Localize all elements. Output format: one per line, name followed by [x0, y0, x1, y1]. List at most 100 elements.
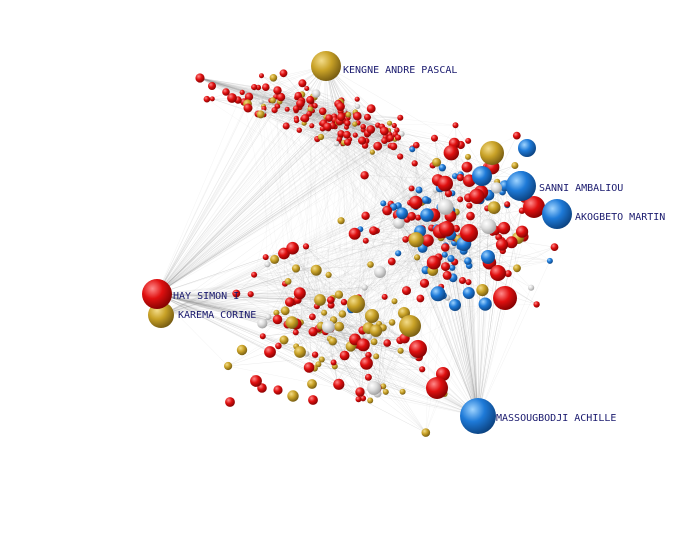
network-edge [156, 293, 364, 399]
network-edge [156, 103, 301, 295]
network-edge [277, 90, 345, 143]
network-node [347, 295, 365, 313]
network-edge [377, 301, 395, 394]
network-edge [425, 256, 487, 433]
network-edge [228, 355, 345, 367]
network-edge [160, 260, 550, 316]
network-edge [389, 123, 415, 164]
network-edge [199, 77, 341, 107]
network-edge [160, 138, 435, 316]
network-edge [297, 138, 318, 300]
network-node [273, 309, 280, 316]
network-node [419, 366, 426, 373]
network-edge [199, 77, 385, 141]
network-node [251, 271, 258, 278]
network-edge [156, 125, 326, 295]
network-edge [338, 117, 368, 142]
network-edge [160, 250, 464, 316]
network-node [279, 69, 288, 78]
network-edge [376, 165, 433, 231]
network-node [339, 350, 350, 361]
network-edge [383, 167, 443, 204]
network-node [411, 160, 418, 167]
network-edge [277, 90, 307, 247]
network-edge [358, 301, 395, 400]
network-edge [156, 137, 399, 295]
network-node [284, 106, 290, 112]
network-node [325, 271, 332, 278]
network-node [365, 309, 379, 323]
network-node [408, 185, 415, 192]
network-edge [442, 232, 479, 417]
network-edge [261, 75, 389, 131]
label-massougbodji: MASSOUGBODJI ACHILLE [496, 413, 616, 424]
network-edge [376, 149, 413, 231]
network-edge [359, 264, 371, 303]
network-edge [477, 296, 501, 417]
network-edge [365, 240, 550, 262]
network-edge [287, 241, 459, 325]
node-labels: KENGNE ANDRE PASCAL SANNI AMBALIOU AKOGB… [173, 65, 665, 424]
network-edge [254, 274, 469, 283]
hub-node-massougbodji [460, 398, 496, 434]
network-edge [199, 77, 312, 103]
network-edge [454, 232, 493, 263]
network-node [472, 166, 492, 186]
network-edge [156, 293, 297, 347]
network-edge [160, 199, 524, 316]
network-edge [160, 247, 423, 316]
network-edge [398, 222, 479, 417]
network-edge [330, 305, 479, 417]
network-node [449, 299, 461, 311]
network-edge [262, 112, 330, 119]
network-node [399, 315, 421, 337]
network-edge [332, 199, 461, 342]
network-node [325, 114, 333, 122]
network-node [416, 294, 425, 303]
network-edge [156, 111, 341, 295]
network-edge [361, 140, 453, 268]
network-edge [352, 297, 448, 304]
network-node [323, 122, 332, 131]
network-node [409, 146, 416, 153]
network-node [247, 291, 254, 298]
network-edge [156, 293, 288, 325]
network-node [533, 301, 540, 308]
network-node [360, 357, 373, 370]
network-node [360, 171, 369, 180]
network-edge [454, 143, 479, 417]
network-edge [406, 247, 423, 291]
network-edge [286, 125, 502, 241]
network-edge [265, 87, 505, 229]
network-edge [370, 264, 479, 417]
network-node [298, 79, 307, 88]
network-edge [398, 253, 425, 284]
network-edge [300, 322, 345, 356]
network-edge [156, 293, 332, 306]
network-edge [295, 332, 316, 355]
network-edge [436, 228, 479, 417]
network-edge [156, 106, 264, 295]
network-edge [296, 120, 495, 208]
network-edge [504, 185, 518, 269]
network-node [366, 104, 376, 114]
network-edge [156, 96, 282, 295]
network-node [303, 362, 315, 373]
network-edge [351, 210, 386, 310]
network-edge [261, 75, 315, 369]
network-edge [412, 148, 468, 168]
network-edge [262, 112, 341, 137]
network-node [382, 388, 389, 395]
network-edge [254, 86, 446, 248]
network-node [437, 198, 454, 215]
network-edge [156, 121, 339, 295]
network-edge [277, 106, 403, 392]
network-edge [388, 130, 537, 305]
network-edge [325, 116, 394, 208]
network-edge [391, 261, 469, 294]
network-edge [160, 145, 392, 316]
network-edge [477, 287, 532, 417]
network-node [312, 103, 318, 109]
network-node [367, 261, 374, 268]
network-node [516, 225, 529, 238]
